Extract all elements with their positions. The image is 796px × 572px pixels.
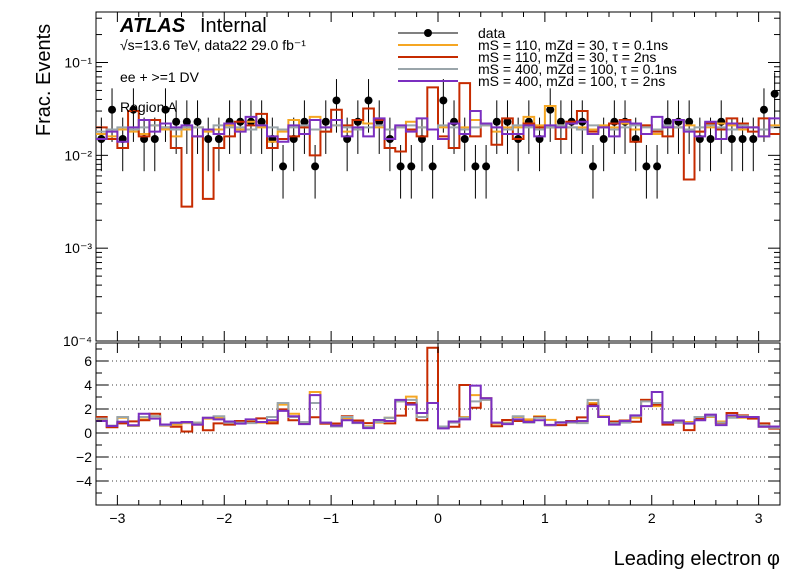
data-point bbox=[685, 117, 694, 126]
data-point bbox=[599, 134, 608, 143]
x-tick-label: −3 bbox=[109, 510, 125, 526]
region-label: Region A bbox=[120, 99, 177, 115]
y-tick-label-bottom: 0 bbox=[84, 425, 92, 441]
y-axis-label: Frac. Events bbox=[33, 24, 55, 136]
data-point bbox=[311, 162, 320, 171]
legend-entry: data bbox=[398, 25, 505, 41]
x-tick-label: 2 bbox=[648, 510, 656, 526]
y-tick-label-bottom: −2 bbox=[76, 449, 92, 465]
data-point bbox=[706, 134, 715, 143]
legend-entry: mS = 110, mZd = 30, τ = 2ns bbox=[398, 49, 656, 65]
energy-label: √s=13.6 TeV, data22 29.0 fb⁻¹ bbox=[120, 37, 306, 53]
experiment-label: ATLAS bbox=[119, 15, 186, 37]
legend-label: mS = 110, mZd = 30, τ = 2ns bbox=[478, 49, 656, 65]
data-point bbox=[471, 162, 480, 171]
axes-layer: −3 −2 −1 0 1 2 3 10⁻⁴ 10⁻³ 10⁻² 10⁻¹ −4 −2 0 2 4 6 bbox=[63, 12, 781, 526]
status-label: Internal bbox=[200, 15, 267, 37]
y-tick-label-top: 10⁻¹ bbox=[64, 55, 92, 71]
legend-entry: mS = 400, mZd = 100, τ = 2ns bbox=[398, 73, 665, 89]
legend-label: mS = 110, mZd = 30, τ = 0.1ns bbox=[478, 37, 668, 53]
data-point bbox=[428, 162, 437, 171]
legend-marker-point bbox=[424, 29, 432, 37]
data-point bbox=[450, 117, 459, 126]
data-point bbox=[108, 105, 117, 114]
data-point bbox=[396, 162, 405, 171]
data-point bbox=[182, 117, 191, 126]
data-point bbox=[279, 162, 288, 171]
data-point bbox=[172, 117, 181, 126]
data-point bbox=[257, 117, 266, 126]
series-layer bbox=[96, 72, 780, 208]
data-point bbox=[353, 117, 362, 126]
data-point bbox=[717, 117, 726, 126]
data-point bbox=[214, 134, 223, 143]
data-point bbox=[492, 117, 501, 126]
series-hist-3 bbox=[96, 124, 780, 133]
y-tick-label-bottom: 2 bbox=[84, 401, 92, 417]
data-point bbox=[161, 105, 170, 114]
data-point bbox=[653, 162, 662, 171]
series-hist-2 bbox=[96, 82, 780, 208]
data-point bbox=[204, 134, 213, 143]
data-point bbox=[663, 117, 672, 126]
data-point bbox=[674, 117, 683, 126]
legend-label: mS = 400, mZd = 100, τ = 0.1ns bbox=[478, 61, 677, 77]
data-point bbox=[150, 134, 159, 143]
x-tick-label: −2 bbox=[216, 510, 232, 526]
selection-label: ee + >=1 DV bbox=[120, 69, 200, 85]
data-point bbox=[546, 105, 555, 114]
y-tick-label-top: 10⁻⁴ bbox=[63, 333, 92, 349]
x-tick-label: −1 bbox=[323, 510, 339, 526]
ratio-hist-4 bbox=[96, 384, 780, 430]
data-point bbox=[759, 105, 768, 114]
ratio-layer bbox=[96, 346, 780, 433]
x-tick-label: 1 bbox=[541, 510, 549, 526]
data-point bbox=[439, 96, 448, 105]
y-tick-label-top: 10⁻³ bbox=[64, 240, 92, 256]
data-point bbox=[300, 117, 309, 126]
data-point bbox=[503, 117, 512, 126]
data-point bbox=[642, 162, 651, 171]
x-axis-label: Leading electron φ bbox=[614, 548, 780, 570]
data-point bbox=[321, 117, 330, 126]
series-hist-4 bbox=[96, 110, 780, 143]
y-tick-label-bottom: −4 bbox=[76, 473, 92, 489]
y-tick-label-bottom: 6 bbox=[84, 353, 92, 369]
data-point bbox=[364, 96, 373, 105]
data-point bbox=[588, 162, 597, 171]
data-point bbox=[193, 117, 202, 126]
legend-entry: mS = 400, mZd = 100, τ = 0.1ns bbox=[398, 61, 677, 77]
data-point bbox=[482, 162, 491, 171]
legend-label: data bbox=[478, 25, 505, 41]
data-point bbox=[460, 134, 469, 143]
top-panel-frame bbox=[95, 11, 781, 342]
data-point bbox=[407, 162, 416, 171]
data-point bbox=[610, 117, 619, 126]
x-tick-label: 0 bbox=[434, 510, 442, 526]
x-tick-label: 3 bbox=[755, 510, 763, 526]
y-tick-label-top: 10⁻² bbox=[64, 147, 92, 163]
data-point bbox=[332, 96, 341, 105]
legend-label: mS = 400, mZd = 100, τ = 2ns bbox=[478, 73, 665, 89]
data-point bbox=[727, 134, 736, 143]
data-point bbox=[770, 89, 779, 98]
data-point bbox=[738, 134, 747, 143]
data-point bbox=[556, 117, 565, 126]
data-point bbox=[749, 134, 758, 143]
legend-entry: mS = 110, mZd = 30, τ = 0.1ns bbox=[398, 37, 668, 53]
y-tick-label-bottom: 4 bbox=[84, 377, 92, 393]
